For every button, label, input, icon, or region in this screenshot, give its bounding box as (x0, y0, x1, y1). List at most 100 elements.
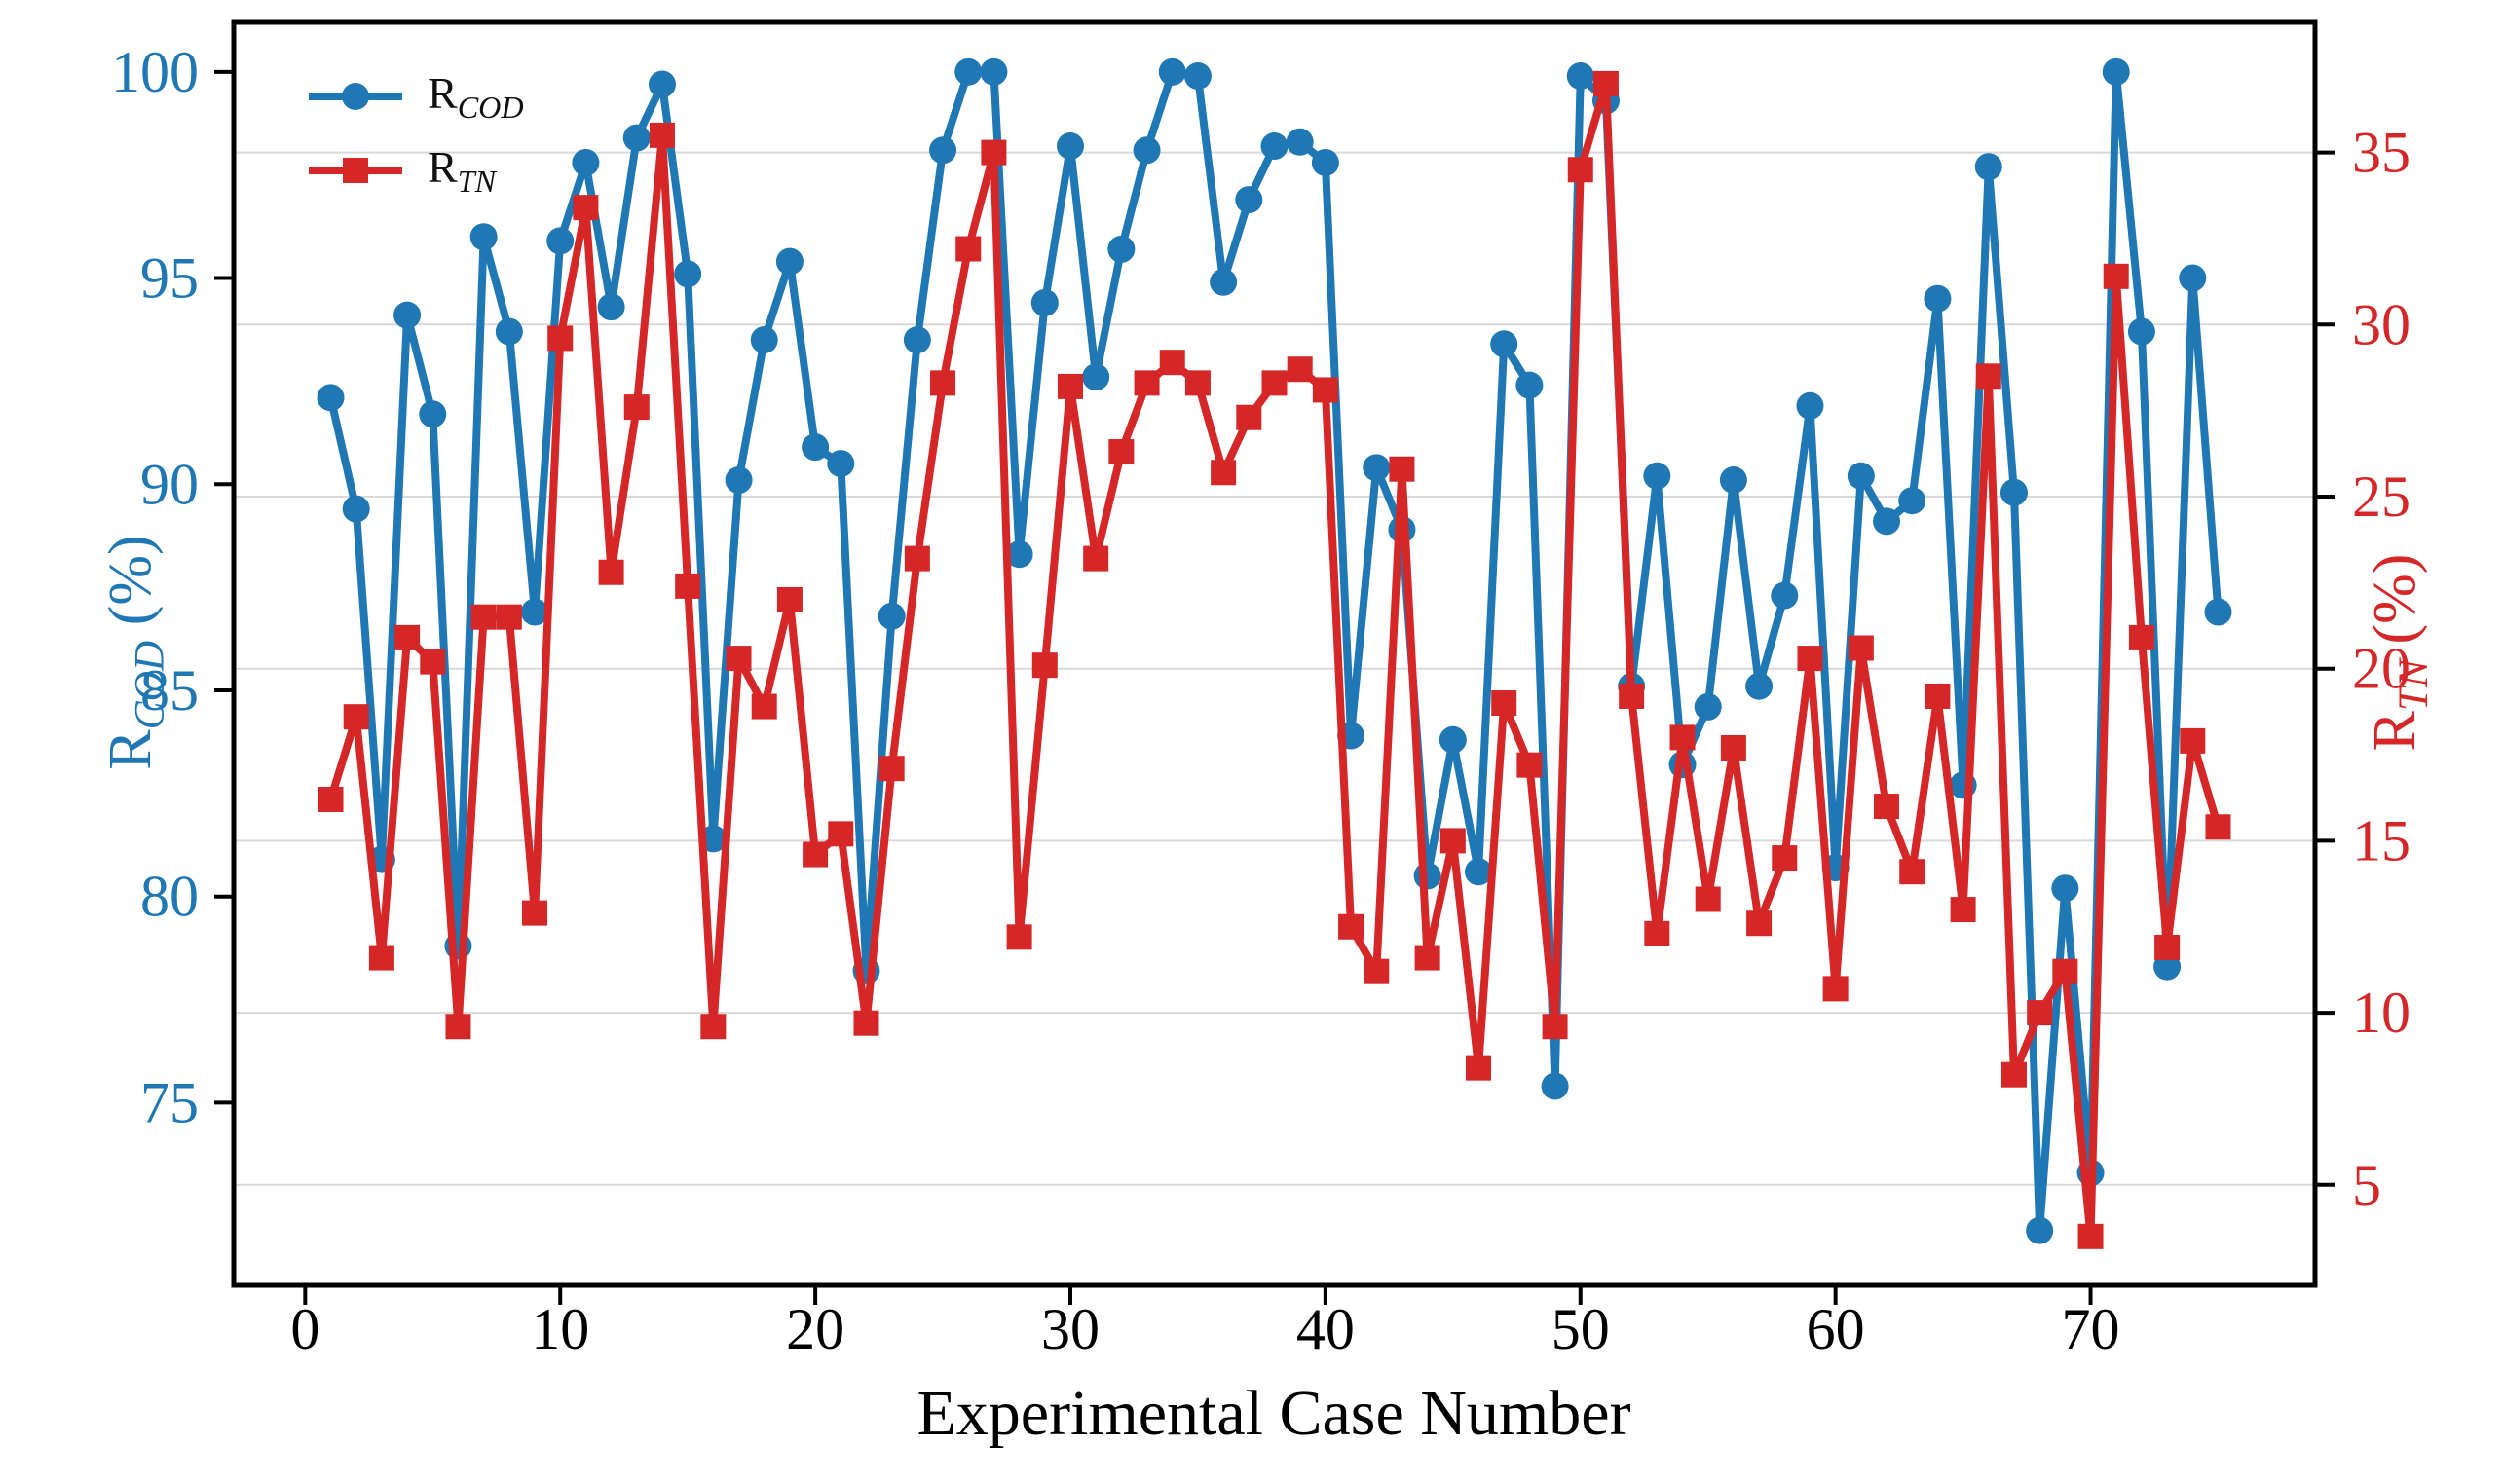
r_cod-point (572, 148, 600, 176)
x-tick-label: 40 (1296, 1297, 1355, 1361)
r_cod-point (980, 57, 1008, 86)
r_cod-point (1183, 62, 1212, 91)
left-tick-label: 85 (140, 658, 199, 723)
r_cod-point (2026, 1216, 2054, 1244)
r_tn-point (1134, 370, 1160, 396)
r_tn-point (904, 545, 930, 572)
r_tn-point (496, 604, 522, 630)
r_cod-point (1745, 672, 1774, 700)
x-tick-label: 30 (1041, 1297, 1100, 1361)
r_cod-point (1439, 725, 1467, 754)
r_tn-point (1159, 350, 1185, 376)
r_tn-point (878, 756, 905, 782)
right-tick-label: 10 (2352, 981, 2411, 1045)
r_tn-point (1211, 460, 1237, 486)
r_tn-point (1644, 920, 1670, 946)
x-tick-label: 70 (2062, 1297, 2120, 1361)
r_tn-point (1236, 404, 1262, 430)
r_cod-point (2204, 598, 2232, 626)
r_cod-point (1847, 462, 1875, 490)
x-axis-label: Experimental Case Number (916, 1378, 1631, 1449)
r_cod-point (1260, 132, 1289, 161)
r_tn-point (828, 821, 854, 847)
r_cod-point (2051, 874, 2079, 903)
r_cod-point (827, 450, 855, 478)
r_tn-point (1975, 363, 2001, 390)
r_tn-point (2077, 1223, 2104, 1249)
r_cod-point (954, 57, 983, 86)
right-tick-label: 15 (2352, 808, 2411, 872)
r_tn-point (1083, 545, 1109, 572)
r_cod-point (1771, 581, 1799, 610)
legend: RCOD RTN (309, 66, 524, 201)
r_cod-point (622, 124, 651, 152)
right-tick-label: 20 (2352, 637, 2411, 701)
r_tn-point (1439, 828, 1466, 854)
r_cod-point (878, 602, 906, 630)
r_tn-point (649, 122, 675, 148)
r_tn-line (326, 79, 2223, 1241)
r_tn-point (343, 704, 369, 730)
r_tn-point (598, 559, 624, 585)
r_tn-point (803, 841, 829, 868)
r_cod-point (1999, 478, 2028, 506)
r_tn-point (1669, 724, 1696, 751)
r_tn-point (1364, 958, 1390, 984)
r_tn-point (1261, 370, 1288, 396)
r_cod-point (1311, 148, 1339, 176)
r_cod-point (546, 227, 575, 255)
r_cod-point (929, 136, 957, 165)
r_cod-point (1363, 454, 1391, 482)
r_cod-point (1005, 540, 1033, 569)
legend-label-rcod: RCOD (428, 67, 524, 126)
r_cod-point (1107, 235, 1136, 263)
r_tn-point (2103, 263, 2129, 289)
r_cod-point (1133, 136, 1161, 165)
r_cod-point (1082, 363, 1110, 391)
rcod-line-marker-icon (309, 66, 402, 127)
r_cod-point (802, 433, 830, 462)
r_tn-point (1491, 690, 1517, 717)
r_tn-point (2205, 814, 2231, 840)
r_cod-point (1719, 466, 1747, 495)
r_cod-point (1286, 128, 1314, 156)
x-tick-label: 0 (290, 1297, 319, 1361)
r_cod-point (469, 223, 498, 251)
r_cod-point (1490, 330, 1518, 358)
x-tick-label: 10 (531, 1297, 589, 1361)
r_tn-point (1466, 1055, 1492, 1081)
r_cod-point (597, 293, 625, 321)
r_tn-point (1389, 456, 1415, 482)
r_tn-point (751, 693, 777, 720)
r_tn-point (420, 649, 446, 675)
r_tn-point (1592, 70, 1619, 96)
r_tn-point (1108, 439, 1135, 465)
r_cod-point (1974, 153, 2002, 181)
left-tick-label: 80 (140, 865, 199, 929)
r_tn-point (1874, 794, 1900, 820)
r_tn-point (1925, 683, 1951, 709)
r_cod-point (1030, 288, 1059, 316)
r_tn-point (1287, 356, 1313, 383)
r_tn-point (1516, 752, 1543, 778)
r_cod-point (1210, 268, 1238, 296)
r_cod-point (419, 400, 447, 428)
r_tn-point (1695, 886, 1721, 912)
r_tn-point (470, 604, 497, 630)
r_cod-point (521, 598, 549, 626)
r_tn-point (2027, 1000, 2053, 1026)
r_tn-point (853, 1010, 879, 1036)
r_tn-point (700, 1014, 727, 1040)
r_tn-point (1031, 652, 1058, 679)
r_tn-point (522, 900, 548, 926)
r_cod-point (1924, 284, 1952, 313)
r_tn-point (1312, 377, 1338, 403)
r_tn-point (1848, 635, 1874, 661)
r_tn-point (394, 624, 421, 650)
right-tick-label: 5 (2352, 1153, 2381, 1217)
r_tn-point (930, 370, 956, 396)
r_cod-point (342, 495, 370, 523)
left-tick-label: 75 (140, 1070, 199, 1134)
r_tn-point (573, 195, 599, 221)
